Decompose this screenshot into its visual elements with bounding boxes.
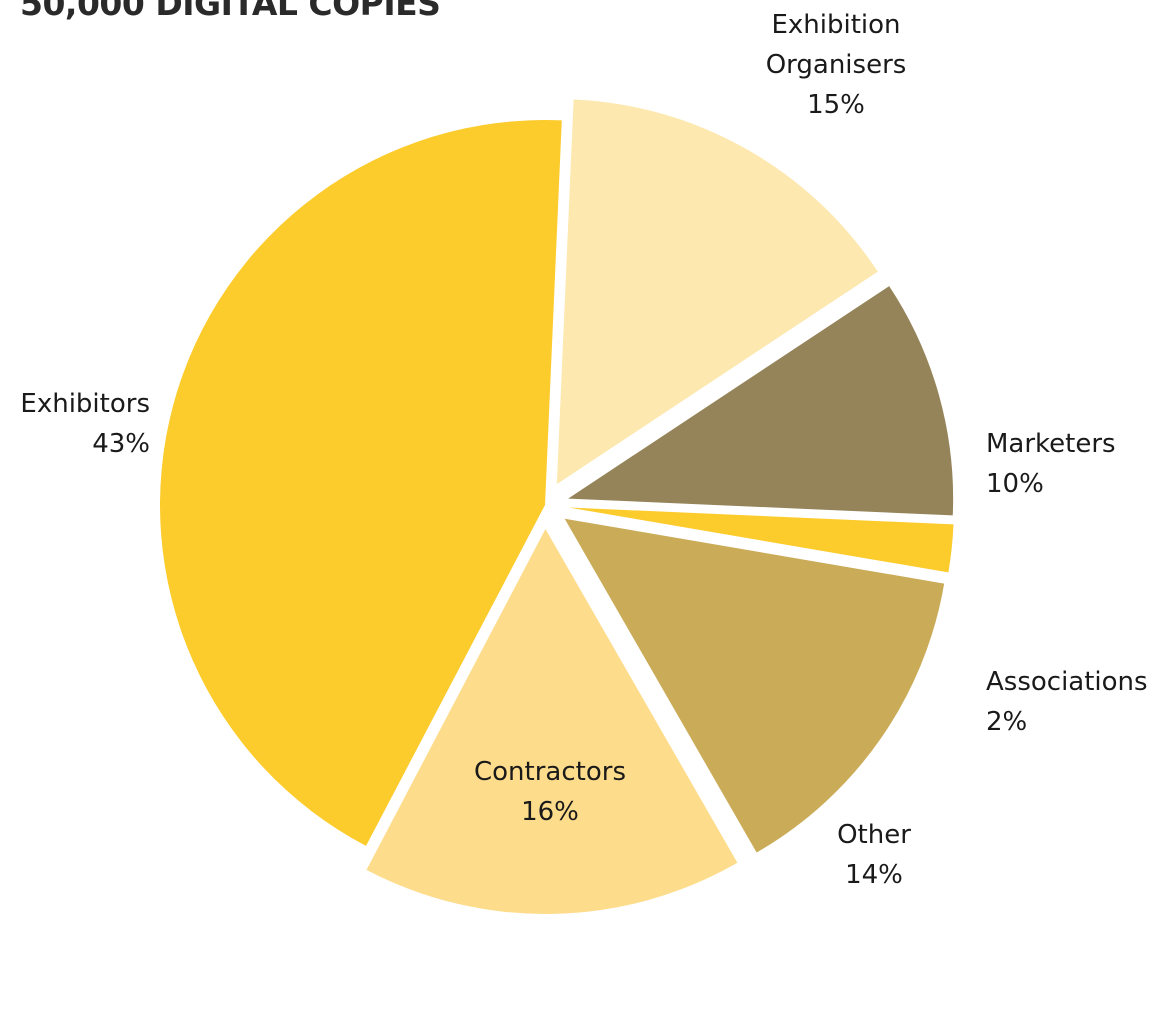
- label-exhibitors: Exhibitors 43%: [20, 389, 150, 459]
- category-label-exhibitors: Exhibitors: [20, 389, 150, 419]
- value-label-exhibitors: 43%: [92, 429, 150, 459]
- category-label-exhibition-organisers: Exhibition: [771, 10, 900, 40]
- value-label-associations: 2%: [986, 707, 1027, 737]
- chart-title: 50,000 DIGITAL COPIES: [20, 0, 441, 23]
- slice-other: [564, 518, 945, 853]
- value-label-other: 14%: [845, 860, 903, 890]
- label-other: Other 14%: [837, 820, 911, 890]
- value-label-contractors: 16%: [521, 797, 579, 827]
- category-label-other: Other: [837, 820, 911, 850]
- slice-associations: [568, 507, 954, 573]
- slice-exhibition-organisers: [556, 99, 878, 485]
- label-exhibition-organisers: Exhibition Organisers 15%: [766, 10, 907, 120]
- slice-exhibitors: [160, 120, 562, 846]
- slice-contractors: [366, 529, 738, 914]
- category-label-marketers: Marketers: [986, 429, 1116, 459]
- slice-marketers: [568, 286, 954, 516]
- label-marketers: Marketers 10%: [986, 429, 1116, 499]
- category-label-contractors: Contractors: [474, 757, 626, 787]
- label-contractors: Contractors 16%: [474, 757, 626, 827]
- category-label-associations: Associations: [986, 667, 1148, 697]
- value-label-marketers: 10%: [986, 469, 1044, 499]
- category-label-exhibition-organisers: Organisers: [766, 50, 907, 80]
- label-associations: Associations 2%: [986, 667, 1148, 737]
- value-label-exhibition-organisers: 15%: [807, 90, 865, 120]
